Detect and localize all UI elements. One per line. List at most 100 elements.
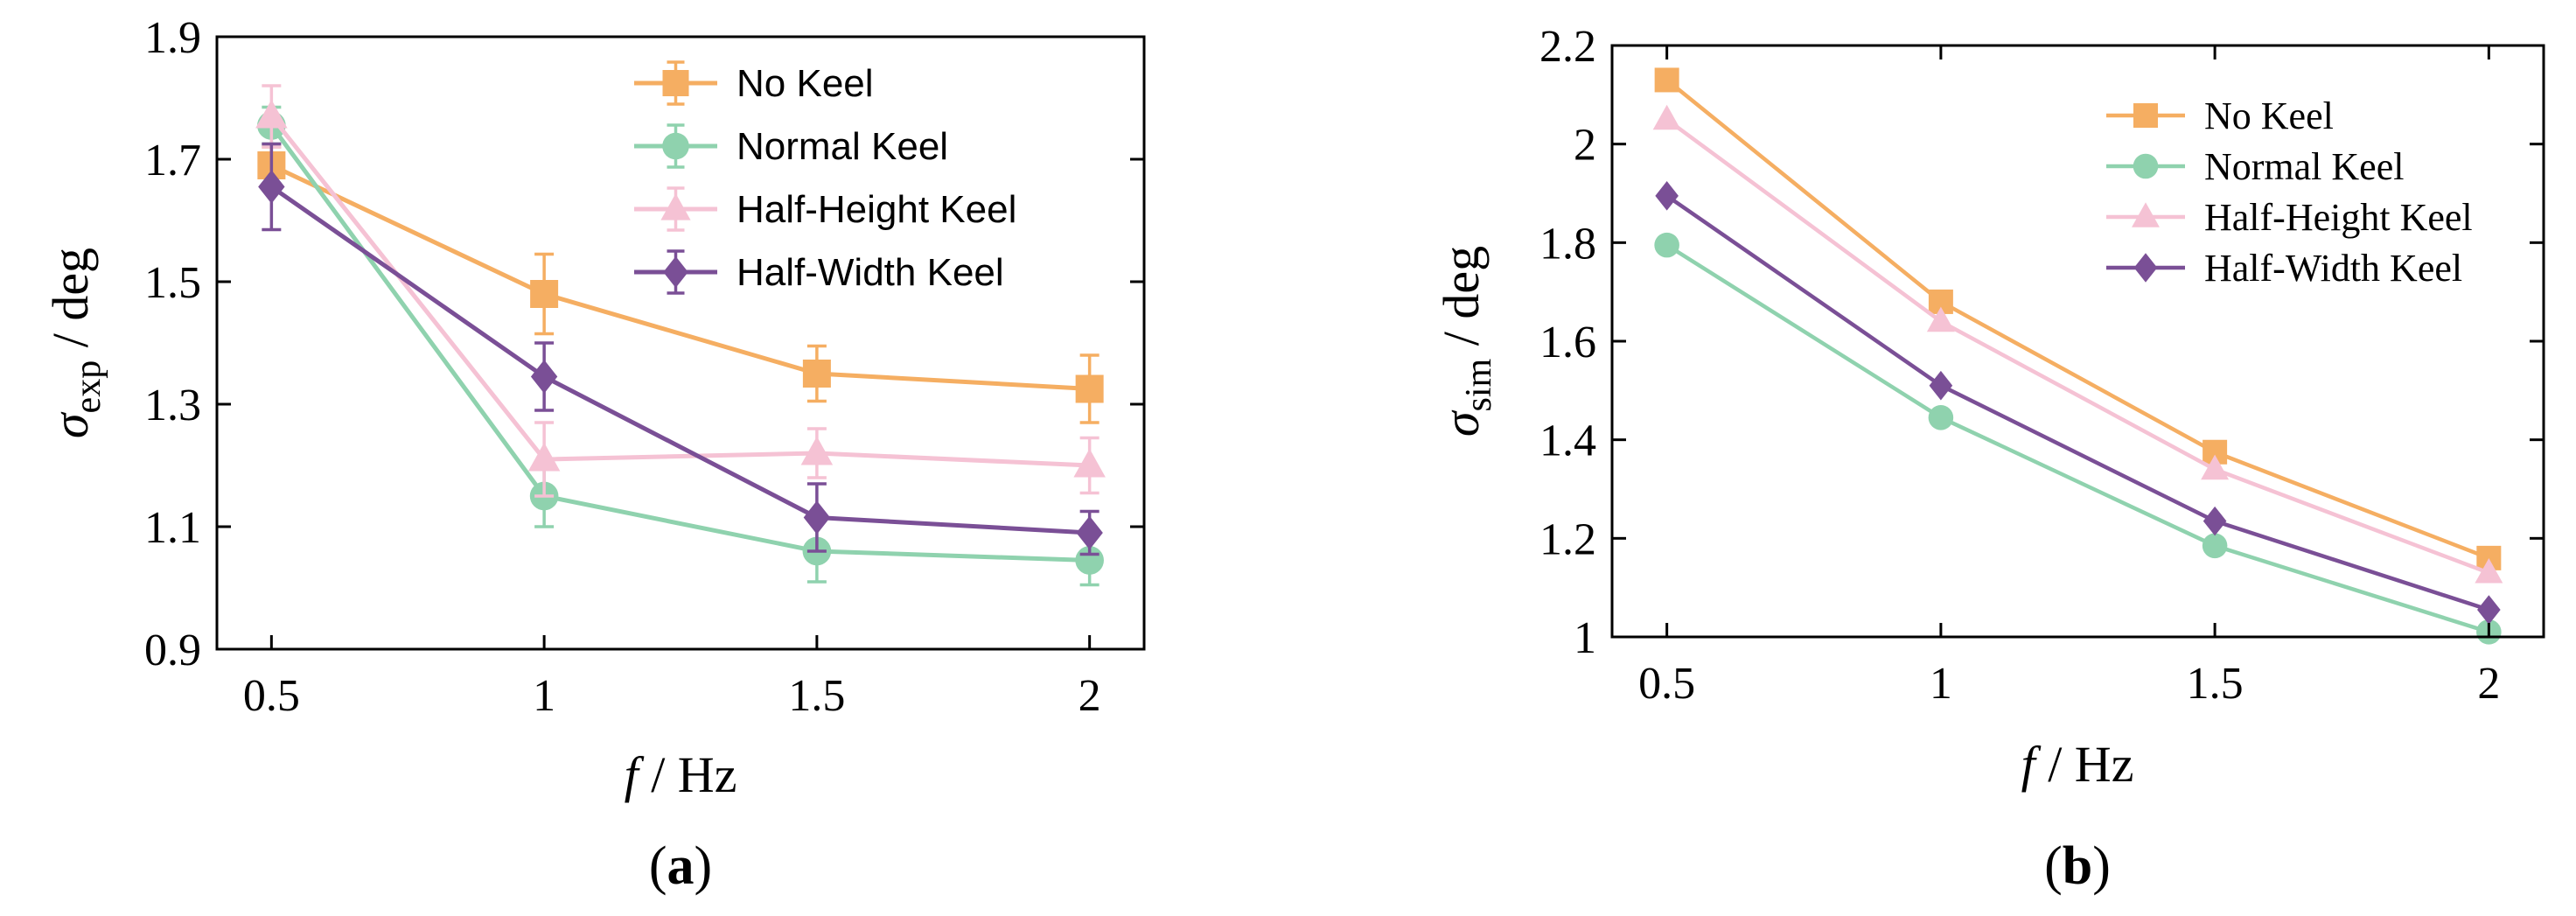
series-layer-a <box>255 84 1106 587</box>
series-line-half-height-keel-a <box>269 115 1090 468</box>
y-tick-label-b: 2.2 <box>1539 22 1596 72</box>
series-line-no-keel-a <box>270 163 1090 391</box>
panel-label-a-open: ( <box>649 836 667 896</box>
x-axis-title-b: f / Hz <box>2021 736 2134 793</box>
series-line-half-height-keel-b <box>1665 117 2490 575</box>
legend-item-no-keel-b: No Keel <box>2106 94 2334 137</box>
data-point-half-width-keel-b <box>2203 506 2227 536</box>
legend-marker-half-width-keel-b <box>2133 253 2158 283</box>
y-axis-subscript-a: exp <box>68 360 108 414</box>
legend-marker-normal-keel-b <box>2133 153 2159 179</box>
data-point-half-height-keel-a <box>800 436 834 465</box>
x-tick-label-a: 2 <box>1079 671 1101 721</box>
legend-item-half-height-keel-b: Half-Height Keel <box>2106 196 2473 239</box>
series-line-no-keel-b <box>1665 78 2490 560</box>
y-tick-label-a: 1.7 <box>144 136 201 185</box>
data-point-half-width-keel-a <box>803 500 831 535</box>
series-half-height-keel-a <box>255 84 1106 498</box>
data-point-half-height-keel-a <box>255 99 288 129</box>
data-point-normal-keel-b <box>1654 232 1679 258</box>
data-point-half-width-keel-a <box>1076 515 1103 550</box>
y-tick-label-b: 1.6 <box>1539 318 1596 367</box>
x-tick-label-a: 1.5 <box>788 671 845 721</box>
x-tick-label-a: 1 <box>533 671 555 721</box>
y-tick-label-b: 1.8 <box>1539 219 1596 269</box>
y-tick-label-a: 1.9 <box>144 13 201 63</box>
panel-label-a-letter: a <box>667 836 695 896</box>
data-point-half-width-keel-b <box>2477 595 2501 625</box>
panel-label-b: (b) <box>2044 836 2111 896</box>
panel-label-a-close: ) <box>695 836 713 896</box>
y-axis-unit-a: / deg <box>42 248 99 360</box>
legend-item-normal-keel-b: Normal Keel <box>2106 145 2404 188</box>
data-point-half-width-keel-a <box>258 170 285 204</box>
x-tick-label-b: 0.5 <box>1638 659 1695 709</box>
y-axis-title-b: σsim / deg <box>1433 246 1499 437</box>
data-point-half-width-keel-b <box>1929 370 1953 401</box>
x-tick-label-a: 0.5 <box>243 671 300 721</box>
y-tick-label-a: 1.5 <box>144 258 201 308</box>
y-axis-subscript-b: sim <box>1459 358 1499 411</box>
legend-item-half-height-keel-a: Half-Height Keel <box>634 186 1016 232</box>
series-half-height-keel-b <box>1652 104 2503 584</box>
data-point-half-height-keel-a <box>1073 448 1106 478</box>
y-tick-label-b: 1.4 <box>1539 416 1596 466</box>
data-point-half-height-keel-b <box>2475 557 2503 584</box>
y-tick-label-b: 1.2 <box>1539 514 1596 564</box>
y-axis-title-a: σexp / deg <box>42 248 108 438</box>
y-axis-symbol-b: σ <box>1433 409 1490 437</box>
x-axis-unit-b: / Hz <box>2035 736 2134 793</box>
x-tick-label-b: 1 <box>1930 659 1952 709</box>
x-axis-title-a: f / Hz <box>625 746 737 803</box>
data-point-no-keel-a <box>1075 374 1104 403</box>
legend-marker-no-keel-a <box>662 70 689 96</box>
y-tick-label-a: 1.1 <box>144 503 201 553</box>
data-point-half-height-keel-b <box>1652 104 1681 130</box>
data-point-half-width-keel-b <box>1655 181 1679 211</box>
y-tick-label-a: 1.3 <box>144 381 201 430</box>
series-line-half-width-keel-a <box>269 185 1090 535</box>
data-point-half-width-keel-a <box>530 360 558 394</box>
y-tick-label-b: 2 <box>1574 121 1596 171</box>
tick-layer-b: 0.5 1 1.5 2 1 1.2 1.4 1.6 1.8 2 2.2 <box>1539 22 2544 709</box>
panel-label-a: (a) <box>649 836 712 896</box>
legend-label-no-keel-a: No Keel <box>736 62 874 105</box>
data-point-half-height-keel-b <box>2201 454 2230 480</box>
legend-label-half-width-keel-b: Half-Width Keel <box>2204 247 2462 290</box>
data-point-normal-keel-b <box>1928 405 1954 430</box>
series-half-width-keel-a <box>258 142 1103 556</box>
legend-label-half-width-keel-a: Half-Width Keel <box>736 251 1004 294</box>
x-tick-label-b: 2 <box>2477 659 2500 709</box>
series-half-width-keel-b <box>1655 181 2501 625</box>
y-tick-label-b: 1 <box>1574 613 1596 663</box>
legend-a: No Keel Normal Keel Half-Height Keel Half-W… <box>634 60 1016 295</box>
plot-frame-a <box>215 35 1146 651</box>
data-point-half-height-keel-a <box>527 442 561 472</box>
legend-label-half-height-keel-b: Half-Height Keel <box>2204 196 2473 239</box>
y-axis-symbol-a: σ <box>42 411 99 438</box>
series-normal-keel-b <box>1654 232 2502 645</box>
chart-panel-a: 0.5 1 1.5 2 0.9 1.1 1.3 1.5 1.7 1.9 No Keel Normal… <box>42 13 1146 896</box>
data-point-no-keel-a <box>530 280 559 308</box>
data-point-half-height-keel-b <box>1926 306 1955 332</box>
data-point-no-keel-a <box>802 360 831 388</box>
series-line-normal-keel-b <box>1665 243 2490 634</box>
chart-panel-b: 0.5 1 1.5 2 1 1.2 1.4 1.6 1.8 2 2.2 No Keel Normal … <box>1433 22 2545 896</box>
panel-label-b-letter: b <box>2063 836 2092 896</box>
legend-label-normal-keel-b: Normal Keel <box>2204 145 2404 188</box>
legend-marker-half-width-keel-a <box>663 256 688 288</box>
legend-label-no-keel-b: No Keel <box>2204 94 2334 137</box>
y-tick-label-a: 0.9 <box>144 626 201 675</box>
legend-item-half-width-keel-b: Half-Width Keel <box>2106 247 2462 290</box>
series-line-normal-keel-a <box>269 124 1090 563</box>
x-tick-label-b: 1.5 <box>2187 659 2244 709</box>
legend-item-no-keel-a: No Keel <box>634 60 874 106</box>
legend-item-half-width-keel-a: Half-Width Keel <box>634 249 1004 295</box>
panel-label-b-open: ( <box>2044 836 2063 896</box>
series-layer-b <box>1652 67 2503 645</box>
legend-marker-half-height-keel-b <box>2132 202 2160 227</box>
legend-marker-no-keel-b <box>2133 103 2158 128</box>
data-point-no-keel-b <box>1654 67 1679 93</box>
tick-layer-a: 0.5 1 1.5 2 0.9 1.1 1.3 1.5 1.7 1.9 <box>144 13 1144 721</box>
x-axis-unit-a: / Hz <box>639 746 737 803</box>
